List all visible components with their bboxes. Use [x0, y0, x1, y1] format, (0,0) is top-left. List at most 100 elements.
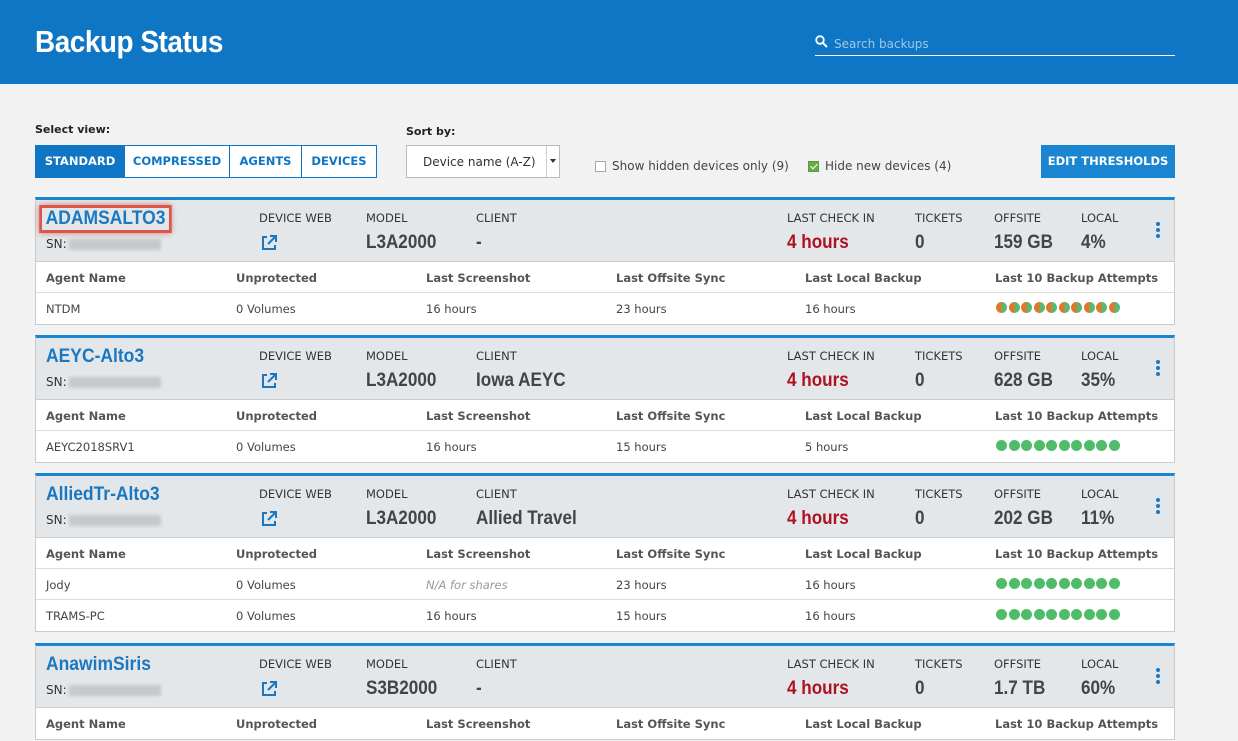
agent-column-header: Last Screenshot — [426, 409, 531, 423]
offsite-label: OFFSITE — [994, 211, 1042, 225]
backup-partial-dot — [1046, 302, 1057, 313]
last-check-in-value: 4 hours — [787, 508, 849, 529]
serial-number: SN: — [46, 375, 161, 389]
agent-column-header: Last Local Backup — [805, 271, 922, 285]
external-link-icon[interactable] — [260, 510, 278, 532]
model-value: L3A2000 — [366, 508, 437, 529]
offsite-value: 202 GB — [994, 508, 1053, 529]
backup-attempts — [996, 578, 1121, 589]
last-check-in-label: LAST CHECK IN — [787, 657, 875, 671]
local-value: 35% — [1081, 370, 1116, 391]
tickets-label: TICKETS — [915, 211, 963, 225]
agent-last-offsite: 15 hours — [616, 609, 667, 623]
checkbox-checked-icon — [808, 160, 819, 172]
backup-success-dot — [1108, 578, 1120, 589]
backup-success-dot — [1046, 440, 1057, 451]
model-value: S3B2000 — [366, 678, 438, 699]
view-compressed-button[interactable]: COMPRESSED — [124, 146, 229, 177]
device-name-link[interactable]: AlliedTr-Alto3 — [46, 484, 160, 505]
page-title: Backup Status — [35, 24, 223, 59]
local-label: LOCAL — [1081, 349, 1119, 363]
backup-partial-dot — [1021, 302, 1032, 313]
device-web-label: DEVICE WEB — [259, 349, 332, 363]
show-hidden-checkbox[interactable]: Show hidden devices only (9) — [595, 159, 789, 173]
backup-success-dot — [1046, 609, 1057, 620]
device-card: AEYC-Alto3 SN: DEVICE WEB MODEL L3A2000 CLIEN… — [35, 335, 1175, 463]
more-options-icon[interactable] — [1154, 360, 1162, 378]
agent-column-header: Last Local Backup — [805, 409, 922, 423]
search-box[interactable] — [815, 32, 1175, 56]
model-label: MODEL — [366, 211, 408, 225]
hide-new-checkbox[interactable]: Hide new devices (4) — [808, 159, 951, 173]
edit-thresholds-button[interactable]: EDIT THRESHOLDS — [1041, 145, 1175, 178]
last-check-in-value: 4 hours — [787, 370, 849, 391]
backup-success-dot — [1071, 609, 1082, 620]
agent-column-header: Last 10 Backup Attempts — [995, 717, 1159, 731]
agent-row: AEYC2018SRV1 0 Volumes 16 hours 15 hours 5 h… — [36, 431, 1174, 462]
offsite-label: OFFSITE — [994, 487, 1042, 501]
device-name-link[interactable]: AEYC-Alto3 — [46, 346, 145, 367]
view-agents-button[interactable]: AGENTS — [229, 146, 301, 177]
external-link-icon[interactable] — [260, 680, 278, 702]
agent-last-local: 16 hours — [805, 578, 856, 592]
device-web-label: DEVICE WEB — [259, 487, 332, 501]
agent-table-header: Agent Name Unprotected Last Screenshot Last… — [36, 262, 1174, 293]
agent-last-local: 16 hours — [805, 609, 856, 623]
agent-column-header: Last 10 Backup Attempts — [995, 547, 1159, 561]
last-check-in-label: LAST CHECK IN — [787, 349, 875, 363]
client-value: - — [476, 678, 482, 699]
agent-last-screenshot: 16 hours — [426, 609, 477, 623]
last-check-in-label: LAST CHECK IN — [787, 487, 875, 501]
agent-column-header: Last Local Backup — [805, 547, 922, 561]
agent-row: TRAMS-PC 0 Volumes 16 hours 15 hours 16 hour… — [36, 600, 1174, 631]
backup-success-dot — [1033, 578, 1045, 589]
agent-last-offsite: 23 hours — [616, 302, 667, 316]
agent-column-header: Last Screenshot — [426, 271, 531, 285]
redacted-serial — [68, 515, 161, 526]
sort-label: Sort by: — [406, 125, 456, 138]
more-options-icon[interactable] — [1154, 668, 1162, 686]
backup-partial-dot — [1058, 302, 1070, 313]
tickets-label: TICKETS — [915, 487, 963, 501]
backup-success-dot — [1033, 609, 1045, 620]
search-input[interactable] — [834, 35, 1164, 53]
local-value: 4% — [1081, 232, 1106, 253]
view-standard-button[interactable]: STANDARD — [36, 146, 124, 177]
tickets-value: 0 — [915, 678, 925, 699]
device-header: AlliedTr-Alto3 SN: DEVICE WEB MODEL L3A2000 C… — [36, 476, 1174, 538]
last-check-in-label: LAST CHECK IN — [787, 211, 875, 225]
agent-column-header: Agent Name — [46, 717, 126, 731]
external-link-icon[interactable] — [260, 234, 278, 256]
backup-success-dot — [1083, 578, 1095, 589]
device-header: AEYC-Alto3 SN: DEVICE WEB MODEL L3A2000 CLIEN… — [36, 338, 1174, 400]
sort-select[interactable]: Device name (A-Z) — [406, 145, 560, 178]
sn-label: SN: — [46, 375, 67, 389]
view-devices-button[interactable]: DEVICES — [301, 146, 376, 177]
sort-value: Device name (A-Z) — [423, 155, 536, 169]
backup-partial-dot — [1008, 302, 1020, 313]
more-options-icon[interactable] — [1154, 222, 1162, 240]
agent-name: AEYC2018SRV1 — [46, 440, 135, 454]
agent-name: Jody — [46, 578, 71, 592]
backup-success-dot — [1046, 578, 1057, 589]
agent-column-header: Agent Name — [46, 271, 126, 285]
agent-column-header: Last Offsite Sync — [616, 547, 726, 561]
external-link-icon[interactable] — [260, 372, 278, 394]
device-name-link[interactable]: AnawimSiris — [46, 654, 151, 675]
client-label: CLIENT — [476, 657, 517, 671]
backup-partial-dot — [1033, 302, 1045, 313]
device-name-link[interactable]: ADAMSALTO3 — [42, 208, 170, 230]
backup-success-dot — [1083, 440, 1095, 451]
backup-success-dot — [1021, 440, 1032, 451]
agent-column-header: Last Screenshot — [426, 547, 531, 561]
agent-column-header: Last 10 Backup Attempts — [995, 271, 1159, 285]
device-web-label: DEVICE WEB — [259, 211, 332, 225]
model-label: MODEL — [366, 657, 408, 671]
model-value: L3A2000 — [366, 370, 437, 391]
agent-unprotected: 0 Volumes — [236, 440, 296, 454]
more-options-icon[interactable] — [1154, 498, 1162, 516]
offsite-label: OFFSITE — [994, 657, 1042, 671]
agent-unprotected: 0 Volumes — [236, 302, 296, 316]
local-value: 60% — [1081, 678, 1116, 699]
agent-table-header: Agent Name Unprotected Last Screenshot Last… — [36, 708, 1174, 739]
